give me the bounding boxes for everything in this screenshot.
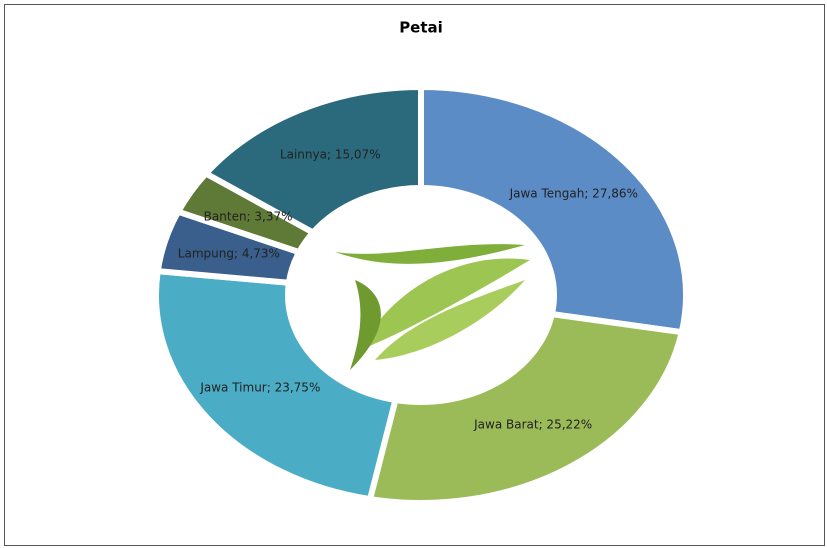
pod [335, 244, 525, 264]
slice [418, 83, 689, 336]
data-label: Lampung; 4,73% [178, 246, 280, 260]
data-label: Jawa Timur; 23,75% [199, 380, 320, 394]
pod [375, 280, 525, 360]
data-label: Jawa Barat; 25,22% [473, 418, 592, 432]
pod [350, 280, 381, 370]
pod [360, 258, 530, 350]
center-image [335, 244, 530, 370]
data-label: Lainnya; 15,07% [280, 147, 381, 161]
labels: Jawa Tengah; 27,86% Jawa Barat; 25,22% Jaw… [178, 147, 638, 431]
chart-title: Petai [399, 19, 443, 37]
slices [153, 83, 689, 506]
slice [153, 267, 400, 503]
data-label: Jawa Tengah; 27,86% [509, 187, 638, 201]
data-label: Banten; 3,37% [204, 210, 293, 224]
slice [201, 83, 424, 237]
slice [366, 310, 686, 506]
